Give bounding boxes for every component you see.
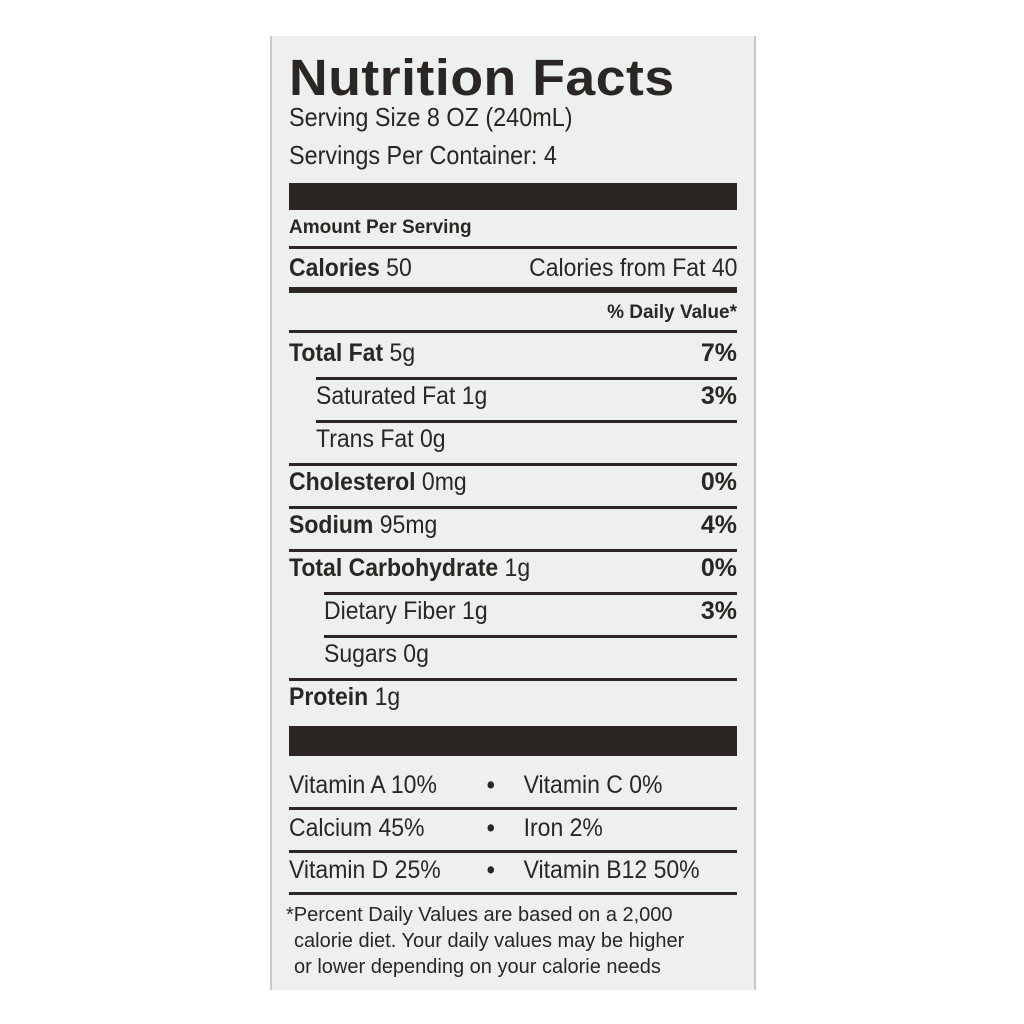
vitamin-row: Vitamin A 10% • Vitamin C 0% <box>289 771 701 800</box>
nutrient-amount: 0mg <box>421 468 467 496</box>
vitamin-item: Iron 2% <box>523 814 603 842</box>
divider <box>316 420 737 423</box>
nutrient-name: Dietary Fiber <box>324 597 456 625</box>
divider <box>289 850 737 853</box>
calories-row: Calories 50 Calories from Fat 40 <box>289 254 737 288</box>
amount-per-serving: Amount Per Serving <box>289 217 472 238</box>
nutrient-daily-value: 3% <box>700 597 737 625</box>
vitamin-item: Calcium 45% <box>289 814 425 842</box>
nutrient-row: Total Fat 5g 7% <box>289 339 737 373</box>
divider <box>324 635 737 638</box>
divider <box>289 892 737 895</box>
nutrient-name: Cholesterol <box>289 468 416 496</box>
nutrient-name: Total Fat <box>289 339 384 367</box>
nutrient-amount: 1g <box>504 554 531 582</box>
nutrient-daily-value: 0% <box>700 554 737 582</box>
nutrient-daily-value: 4% <box>700 511 737 539</box>
nutrient-amount: 95mg <box>379 511 438 539</box>
bullet: • <box>486 856 495 884</box>
nutrient-name: Trans Fat <box>316 425 414 453</box>
nutrient-amount: 0g <box>419 425 446 453</box>
thick-divider <box>289 726 737 756</box>
vitamin-item: Vitamin C 0% <box>523 771 663 799</box>
vitamin-row: Calcium 45% • Iron 2% <box>289 814 701 843</box>
divider <box>289 330 737 333</box>
nutrient-row: Protein 1g <box>289 683 737 717</box>
vitamin-row: Vitamin D 25% • Vitamin B12 50% <box>289 856 701 885</box>
nutrient-row: Saturated Fat 1g 3% <box>316 382 737 416</box>
nutrient-row: Sodium 95mg 4% <box>289 511 737 545</box>
nutrient-daily-value: 7% <box>700 339 737 367</box>
nutrient-amount: 1g <box>374 683 401 711</box>
daily-value-header: % Daily Value* <box>607 302 737 323</box>
nutrient-daily-value: 0% <box>700 468 737 496</box>
thick-divider <box>289 183 737 210</box>
vitamin-item: Vitamin B12 50% <box>523 856 700 884</box>
divider <box>324 592 737 595</box>
divider <box>289 678 737 681</box>
nutrient-row: Sugars 0g <box>324 640 737 674</box>
nutrient-daily-value: 3% <box>700 382 737 410</box>
footnote-line: *Percent Daily Values are based on a 2,0… <box>286 904 673 926</box>
calories-from-fat: Calories from Fat 40 <box>528 254 737 282</box>
footnote-line: calorie diet. Your daily values may be h… <box>294 930 685 952</box>
nutrition-facts-label: Nutrition Facts Serving Size 8 OZ (240mL… <box>270 36 756 990</box>
vitamin-item: Vitamin D 25% <box>289 856 441 884</box>
nutrient-row: Dietary Fiber 1g 3% <box>324 597 737 631</box>
nutrient-amount: 1g <box>461 382 488 410</box>
nutrient-name: Sodium <box>289 511 374 539</box>
nutrient-name: Sugars <box>324 640 397 668</box>
nutrient-row: Cholesterol 0mg 0% <box>289 468 737 502</box>
calories-label: Calories <box>289 254 380 282</box>
divider <box>289 549 737 552</box>
footnote-line: or lower depending on your calorie needs <box>294 956 661 978</box>
nutrient-name: Saturated Fat <box>316 382 456 410</box>
bullet: • <box>486 814 495 842</box>
divider <box>289 463 737 466</box>
bullet: • <box>486 771 495 799</box>
divider <box>316 377 737 380</box>
divider <box>289 807 737 810</box>
nutrient-name: Total Carbohydrate <box>289 554 499 582</box>
nutrient-row: Trans Fat 0g <box>316 425 737 459</box>
nutrient-amount: 0g <box>403 640 429 668</box>
servings-per-container: Servings Per Container: 4 <box>289 140 557 170</box>
medium-divider <box>289 287 737 293</box>
vitamin-item: Vitamin A 10% <box>289 771 437 799</box>
label-title: Nutrition Facts <box>289 49 675 106</box>
footnote: *Percent Daily Values are based on a 2,0… <box>286 902 684 980</box>
serving-size: Serving Size 8 OZ (240mL) <box>289 102 573 132</box>
nutrient-row: Total Carbohydrate 1g 0% <box>289 554 737 588</box>
divider <box>289 246 737 249</box>
nutrient-amount: 5g <box>389 339 416 367</box>
divider <box>289 506 737 509</box>
nutrient-name: Protein <box>289 683 369 711</box>
calories-value: 50 <box>386 254 412 282</box>
nutrient-amount: 1g <box>462 597 488 625</box>
